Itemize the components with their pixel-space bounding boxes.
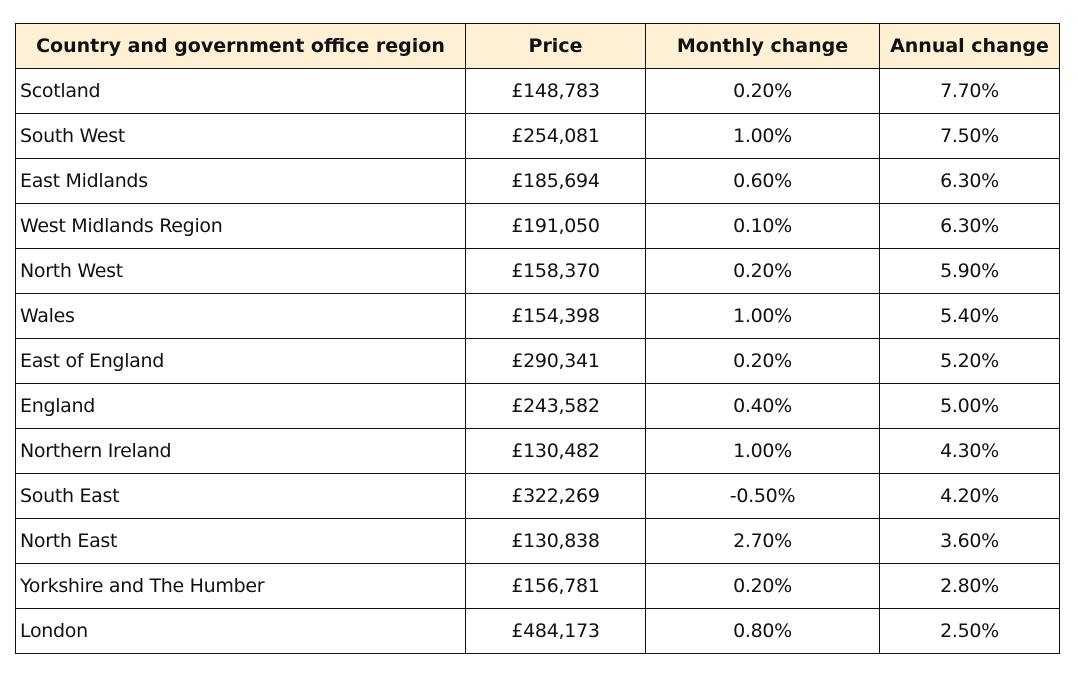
region-cell: Northern Ireland: [15, 428, 466, 474]
region-cell: South West: [15, 113, 466, 159]
value-cell: £148,783: [465, 68, 646, 114]
region-cell: North East: [15, 518, 466, 564]
table-row: Scotland £148,783 0.20% 7.70%: [15, 68, 1060, 114]
value-cell: 0.20%: [645, 338, 880, 384]
data-table: Country and government office region Pric…: [15, 23, 1060, 654]
value-cell: 0.10%: [645, 203, 880, 249]
region-cell: Wales: [15, 293, 466, 339]
value-cell: 0.80%: [645, 608, 880, 654]
value-cell: £154,398: [465, 293, 646, 339]
region-cell: England: [15, 383, 466, 429]
region-cell: South East: [15, 473, 466, 519]
value-cell: 5.00%: [879, 383, 1060, 429]
value-cell: 0.40%: [645, 383, 880, 429]
value-cell: 0.20%: [645, 248, 880, 294]
table-row: North East £130,838 2.70% 3.60%: [15, 518, 1060, 564]
table-row: London £484,173 0.80% 2.50%: [15, 608, 1060, 654]
region-cell: London: [15, 608, 466, 654]
value-cell: 2.80%: [879, 563, 1060, 609]
value-cell: 6.30%: [879, 203, 1060, 249]
value-cell: £191,050: [465, 203, 646, 249]
value-cell: -0.50%: [645, 473, 880, 519]
table-row: Yorkshire and The Humber £156,781 0.20% 2.8…: [15, 563, 1060, 609]
value-cell: £484,173: [465, 608, 646, 654]
table-row: North West £158,370 0.20% 5.90%: [15, 248, 1060, 294]
table-row: East Midlands £185,694 0.60% 6.30%: [15, 158, 1060, 204]
value-cell: 1.00%: [645, 113, 880, 159]
value-cell: 4.30%: [879, 428, 1060, 474]
region-cell: East Midlands: [15, 158, 466, 204]
header-cell: Country and government office region: [15, 23, 466, 69]
value-cell: 7.70%: [879, 68, 1060, 114]
table-body: Scotland £148,783 0.20% 7.70% South West £254…: [15, 68, 1060, 654]
value-cell: £158,370: [465, 248, 646, 294]
value-cell: £130,838: [465, 518, 646, 564]
table-row: Northern Ireland £130,482 1.00% 4.30%: [15, 428, 1060, 474]
value-cell: 5.20%: [879, 338, 1060, 384]
region-cell: North West: [15, 248, 466, 294]
value-cell: 3.60%: [879, 518, 1060, 564]
header-cell: Annual change: [879, 23, 1060, 69]
table-header: Country and government office region Pric…: [15, 23, 1060, 69]
header-cell: Monthly change: [645, 23, 880, 69]
value-cell: 0.60%: [645, 158, 880, 204]
region-cell: Scotland: [15, 68, 466, 114]
value-cell: 5.40%: [879, 293, 1060, 339]
table-row: South West £254,081 1.00% 7.50%: [15, 113, 1060, 159]
table-row: England £243,582 0.40% 5.00%: [15, 383, 1060, 429]
value-cell: £130,482: [465, 428, 646, 474]
value-cell: 1.00%: [645, 428, 880, 474]
table-row: East of England £290,341 0.20% 5.20%: [15, 338, 1060, 384]
value-cell: 4.20%: [879, 473, 1060, 519]
value-cell: 7.50%: [879, 113, 1060, 159]
value-cell: 0.20%: [645, 68, 880, 114]
value-cell: 2.50%: [879, 608, 1060, 654]
value-cell: 1.00%: [645, 293, 880, 339]
table-row: Wales £154,398 1.00% 5.40%: [15, 293, 1060, 339]
header-cell: Price: [465, 23, 646, 69]
value-cell: £243,582: [465, 383, 646, 429]
region-cell: East of England: [15, 338, 466, 384]
value-cell: £156,781: [465, 563, 646, 609]
table-row: South East £322,269 -0.50% 4.20%: [15, 473, 1060, 519]
region-cell: West Midlands Region: [15, 203, 466, 249]
header-row: Country and government office region Pric…: [15, 23, 1060, 69]
value-cell: 0.20%: [645, 563, 880, 609]
value-cell: £185,694: [465, 158, 646, 204]
value-cell: 6.30%: [879, 158, 1060, 204]
value-cell: £290,341: [465, 338, 646, 384]
table-row: West Midlands Region £191,050 0.10% 6.30%: [15, 203, 1060, 249]
value-cell: £254,081: [465, 113, 646, 159]
value-cell: £322,269: [465, 473, 646, 519]
value-cell: 2.70%: [645, 518, 880, 564]
value-cell: 5.90%: [879, 248, 1060, 294]
region-cell: Yorkshire and The Humber: [15, 563, 466, 609]
